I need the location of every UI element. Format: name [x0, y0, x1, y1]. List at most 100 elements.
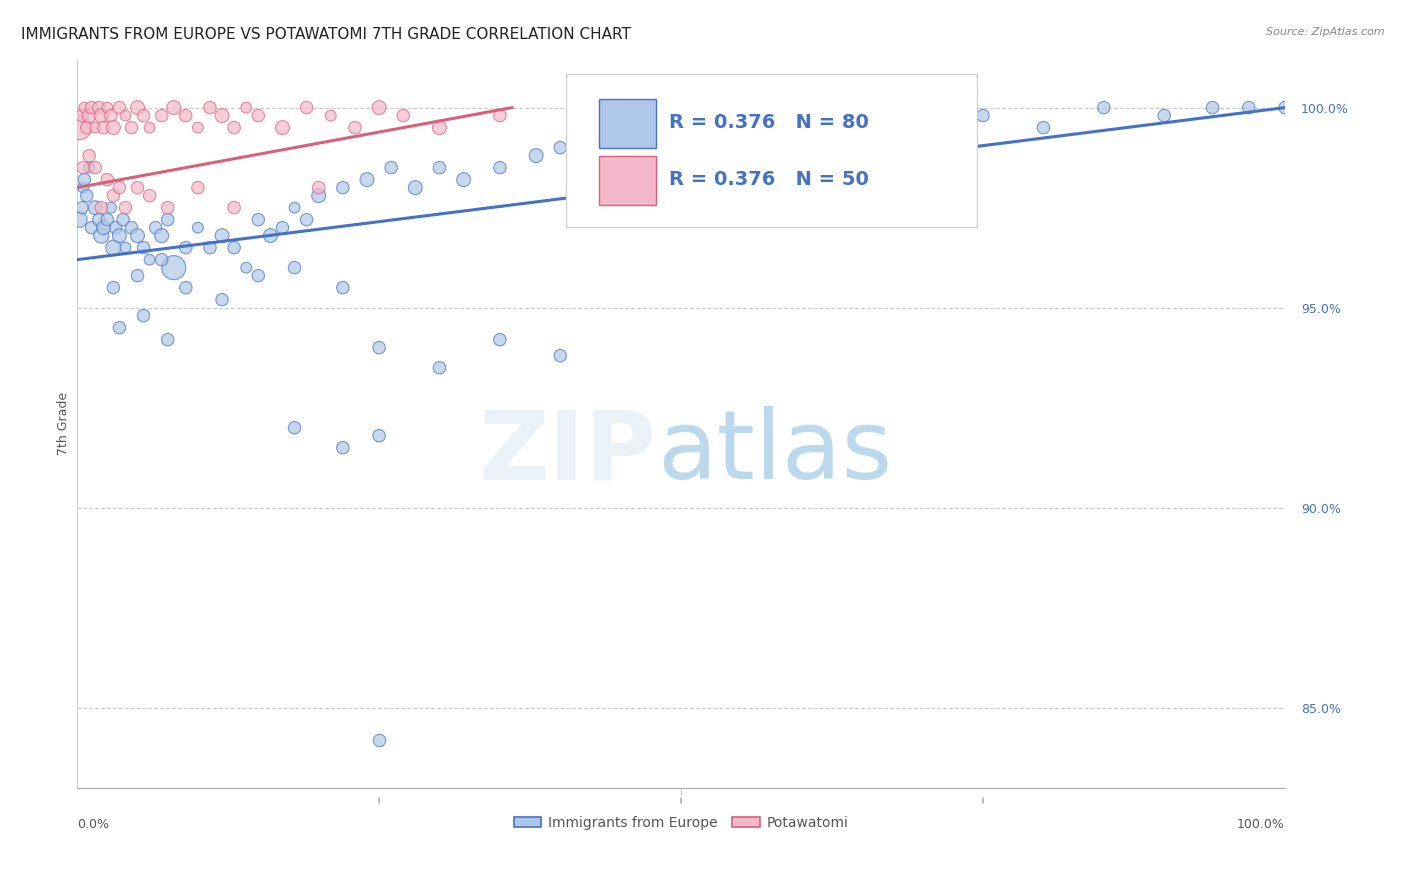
Point: [211, 228, 233, 243]
Text: ZIP: ZIP: [479, 407, 657, 500]
Point: [453, 172, 475, 186]
Point: [187, 180, 209, 194]
Point: [332, 180, 354, 194]
Point: [114, 241, 136, 255]
Point: [87, 101, 110, 115]
Point: [163, 260, 186, 275]
Point: [283, 421, 305, 435]
Text: R = 0.376   N = 50: R = 0.376 N = 50: [669, 170, 869, 189]
Point: [198, 101, 221, 115]
Point: [138, 188, 160, 202]
Point: [247, 212, 270, 227]
Point: [1032, 120, 1054, 135]
Point: [96, 172, 118, 186]
FancyBboxPatch shape: [567, 74, 977, 227]
Point: [332, 441, 354, 455]
Point: [489, 333, 512, 347]
Y-axis label: 7th Grade: 7th Grade: [58, 392, 70, 455]
Point: [93, 220, 115, 235]
Point: [121, 220, 143, 235]
Point: [548, 349, 571, 363]
Point: [76, 120, 98, 135]
Point: [283, 260, 305, 275]
Point: [368, 341, 391, 355]
Point: [308, 188, 330, 202]
Point: [132, 241, 155, 255]
Point: [271, 220, 294, 235]
Point: [80, 220, 103, 235]
Point: [127, 228, 149, 243]
Point: [90, 201, 112, 215]
Text: 0.0%: 0.0%: [77, 818, 110, 830]
Text: 100.0%: 100.0%: [1237, 818, 1285, 830]
Point: [368, 732, 391, 747]
Point: [96, 212, 118, 227]
Point: [132, 309, 155, 323]
Point: [211, 109, 233, 123]
Point: [84, 161, 107, 175]
Point: [211, 293, 233, 307]
Point: [429, 360, 451, 375]
Text: atlas: atlas: [657, 407, 891, 500]
Point: [73, 101, 96, 115]
Point: [574, 133, 596, 147]
Point: [121, 120, 143, 135]
Point: [669, 120, 692, 135]
Point: [247, 268, 270, 283]
Point: [380, 161, 402, 175]
Point: [247, 109, 270, 123]
Point: [163, 101, 186, 115]
Point: [1237, 101, 1260, 115]
Point: [429, 161, 451, 175]
Point: [150, 228, 173, 243]
Point: [114, 201, 136, 215]
Point: [187, 220, 209, 235]
Point: [174, 109, 197, 123]
Point: [851, 141, 873, 155]
Point: [198, 241, 221, 255]
Point: [187, 120, 209, 135]
Point: [295, 212, 318, 227]
Point: [90, 109, 112, 123]
Point: [489, 109, 512, 123]
Point: [77, 148, 100, 162]
Point: [84, 201, 107, 215]
Point: [77, 161, 100, 175]
Point: [100, 201, 122, 215]
Point: [790, 120, 813, 135]
Point: [138, 120, 160, 135]
Point: [368, 428, 391, 442]
Point: [72, 180, 94, 194]
Point: [609, 141, 631, 155]
Point: [132, 109, 155, 123]
Point: [368, 101, 391, 115]
Text: Source: ZipAtlas.com: Source: ZipAtlas.com: [1267, 27, 1385, 37]
Point: [356, 172, 378, 186]
Point: [111, 212, 134, 227]
Point: [150, 252, 173, 267]
Point: [429, 120, 451, 135]
Point: [259, 228, 281, 243]
Point: [145, 220, 167, 235]
Point: [235, 260, 257, 275]
Point: [283, 201, 305, 215]
Point: [127, 101, 149, 115]
Point: [319, 109, 342, 123]
Point: [1201, 101, 1223, 115]
Point: [295, 101, 318, 115]
Point: [108, 228, 131, 243]
Point: [404, 180, 426, 194]
Point: [332, 281, 354, 295]
Point: [84, 120, 107, 135]
Point: [127, 180, 149, 194]
Text: R = 0.376   N = 80: R = 0.376 N = 80: [669, 113, 869, 132]
Point: [77, 109, 100, 123]
Point: [80, 101, 103, 115]
Point: [911, 120, 934, 135]
Point: [72, 161, 94, 175]
Point: [96, 101, 118, 115]
Point: [548, 141, 571, 155]
FancyBboxPatch shape: [599, 156, 655, 204]
Point: [70, 201, 93, 215]
Point: [108, 180, 131, 194]
